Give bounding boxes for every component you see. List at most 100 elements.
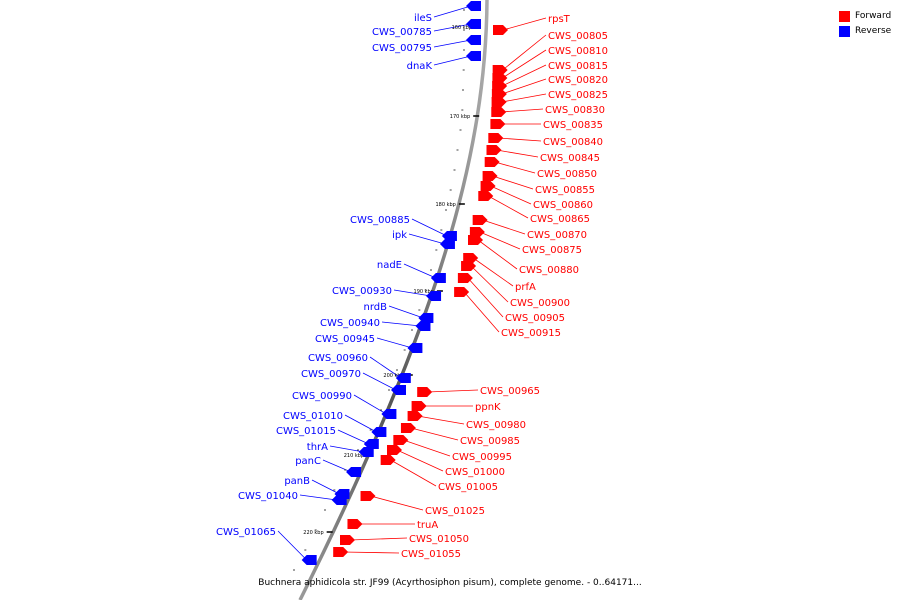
reverse-gene-arrow[interactable] bbox=[371, 427, 387, 437]
forward-gene-arrow[interactable] bbox=[454, 287, 470, 297]
forward-gene-arrow[interactable] bbox=[333, 547, 349, 557]
forward-gene-arrow[interactable] bbox=[492, 73, 508, 83]
reverse-gene-arrow[interactable] bbox=[441, 231, 457, 241]
forward-gene-arrow[interactable] bbox=[491, 89, 507, 99]
forward-gene-label[interactable]: rpsT bbox=[548, 14, 571, 25]
forward-gene-arrow[interactable] bbox=[482, 171, 498, 181]
forward-gene-arrow[interactable] bbox=[486, 145, 502, 155]
forward-gene-arrow[interactable] bbox=[463, 253, 479, 263]
forward-gene-label[interactable]: CWS_01000 bbox=[445, 467, 505, 478]
forward-gene-arrow[interactable] bbox=[469, 227, 485, 237]
reverse-gene-arrow[interactable] bbox=[358, 447, 374, 457]
reverse-gene-arrow[interactable] bbox=[381, 409, 397, 419]
forward-gene-label[interactable]: CWS_01005 bbox=[438, 482, 498, 493]
forward-gene-label[interactable]: CWS_01050 bbox=[409, 534, 469, 545]
reverse-gene-arrow[interactable] bbox=[331, 495, 347, 505]
reverse-gene-arrow[interactable] bbox=[407, 343, 423, 353]
forward-gene-arrow[interactable] bbox=[347, 519, 363, 529]
forward-gene-label[interactable]: CWS_00850 bbox=[537, 169, 597, 180]
reverse-gene-arrow[interactable] bbox=[415, 321, 431, 331]
reverse-gene-arrow[interactable] bbox=[346, 467, 362, 477]
forward-gene-label[interactable]: CWS_00855 bbox=[535, 185, 595, 196]
forward-gene-label[interactable]: CWS_00810 bbox=[548, 46, 608, 57]
reverse-gene-arrow[interactable] bbox=[363, 439, 379, 449]
forward-gene-label[interactable]: CWS_00980 bbox=[466, 420, 526, 431]
forward-gene-arrow[interactable] bbox=[417, 387, 433, 397]
reverse-gene-label[interactable]: CWS_01065 bbox=[216, 527, 276, 538]
forward-gene-label[interactable]: CWS_00860 bbox=[533, 200, 593, 211]
forward-gene-label[interactable]: CWS_00865 bbox=[530, 214, 590, 225]
forward-gene-arrow[interactable] bbox=[468, 235, 483, 245]
forward-gene-arrow[interactable] bbox=[393, 435, 409, 445]
reverse-gene-arrow[interactable] bbox=[430, 273, 446, 283]
forward-gene-label[interactable]: CWS_00995 bbox=[452, 452, 512, 463]
reverse-gene-label[interactable]: ileS bbox=[414, 13, 432, 24]
forward-gene-label[interactable]: truA bbox=[417, 520, 438, 531]
reverse-gene-label[interactable]: nadE bbox=[377, 260, 402, 271]
reverse-gene-arrow[interactable] bbox=[439, 239, 455, 249]
reverse-gene-arrow[interactable] bbox=[418, 313, 434, 323]
reverse-gene-label[interactable]: CWS_00970 bbox=[301, 369, 361, 380]
forward-gene-arrow[interactable] bbox=[492, 65, 508, 75]
forward-gene-arrow[interactable] bbox=[484, 157, 500, 167]
reverse-gene-label[interactable]: panC bbox=[295, 456, 321, 467]
reverse-gene-arrow[interactable] bbox=[395, 373, 411, 383]
forward-gene-arrow[interactable] bbox=[493, 25, 508, 35]
forward-gene-arrow[interactable] bbox=[491, 97, 507, 107]
reverse-gene-label[interactable]: CWS_01040 bbox=[238, 491, 298, 502]
reverse-gene-arrow[interactable] bbox=[466, 35, 481, 45]
forward-gene-label[interactable]: CWS_00825 bbox=[548, 90, 608, 101]
forward-gene-label[interactable]: CWS_00815 bbox=[548, 61, 608, 72]
forward-gene-arrow[interactable] bbox=[492, 81, 508, 91]
forward-gene-arrow[interactable] bbox=[472, 215, 488, 225]
reverse-gene-label[interactable]: dnaK bbox=[407, 61, 433, 72]
forward-gene-label[interactable]: CWS_00845 bbox=[540, 153, 600, 164]
forward-gene-arrow[interactable] bbox=[411, 401, 427, 411]
forward-gene-arrow[interactable] bbox=[480, 181, 496, 191]
reverse-gene-label[interactable]: ipk bbox=[392, 230, 407, 241]
forward-gene-label[interactable]: CWS_00870 bbox=[527, 230, 587, 241]
forward-gene-label[interactable]: CWS_00915 bbox=[501, 328, 561, 339]
reverse-gene-label[interactable]: CWS_00885 bbox=[350, 215, 410, 226]
reverse-gene-label[interactable]: nrdB bbox=[364, 302, 388, 313]
forward-gene-arrow[interactable] bbox=[490, 119, 506, 129]
forward-gene-arrow[interactable] bbox=[461, 261, 477, 271]
forward-gene-label[interactable]: CWS_01055 bbox=[401, 549, 461, 560]
forward-gene-label[interactable]: CWS_00965 bbox=[480, 386, 540, 397]
forward-gene-label[interactable]: prfA bbox=[515, 282, 536, 293]
reverse-gene-arrow[interactable] bbox=[466, 51, 481, 61]
forward-gene-label[interactable]: CWS_00840 bbox=[543, 137, 603, 148]
forward-gene-arrow[interactable] bbox=[488, 133, 504, 143]
reverse-gene-label[interactable]: panB bbox=[284, 476, 310, 487]
forward-gene-arrow[interactable] bbox=[491, 107, 507, 117]
forward-gene-arrow[interactable] bbox=[360, 491, 376, 501]
reverse-gene-arrow[interactable] bbox=[466, 19, 481, 29]
reverse-gene-arrow[interactable] bbox=[391, 385, 406, 395]
reverse-gene-label[interactable]: CWS_00930 bbox=[332, 286, 392, 297]
forward-gene-label[interactable]: CWS_00830 bbox=[545, 105, 605, 116]
reverse-gene-label[interactable]: CWS_01015 bbox=[276, 426, 336, 437]
forward-gene-label[interactable]: CWS_00880 bbox=[519, 265, 579, 276]
forward-gene-label[interactable]: CWS_00985 bbox=[460, 436, 520, 447]
forward-gene-label[interactable]: CWS_00805 bbox=[548, 31, 608, 42]
forward-gene-arrow[interactable] bbox=[387, 445, 402, 455]
forward-gene-label[interactable]: CWS_00900 bbox=[510, 298, 570, 309]
forward-gene-arrow[interactable] bbox=[380, 455, 396, 465]
reverse-gene-label[interactable]: CWS_00940 bbox=[320, 318, 380, 329]
forward-gene-arrow[interactable] bbox=[478, 191, 494, 201]
reverse-gene-arrow[interactable] bbox=[301, 555, 317, 565]
forward-gene-label[interactable]: CWS_00875 bbox=[522, 245, 582, 256]
reverse-gene-label[interactable]: thrA bbox=[307, 442, 328, 453]
reverse-gene-label[interactable]: CWS_01010 bbox=[283, 411, 343, 422]
forward-gene-label[interactable]: CWS_00835 bbox=[543, 120, 603, 131]
forward-gene-label[interactable]: CWS_01025 bbox=[425, 506, 485, 517]
forward-gene-arrow[interactable] bbox=[340, 535, 355, 545]
reverse-gene-label[interactable]: CWS_00795 bbox=[372, 43, 432, 54]
forward-gene-label[interactable]: CWS_00905 bbox=[505, 313, 565, 324]
reverse-gene-label[interactable]: CWS_00785 bbox=[372, 27, 432, 38]
forward-gene-arrow[interactable] bbox=[400, 423, 416, 433]
reverse-gene-label[interactable]: CWS_00960 bbox=[308, 353, 368, 364]
reverse-gene-label[interactable]: CWS_00990 bbox=[292, 391, 352, 402]
reverse-gene-arrow[interactable] bbox=[426, 291, 442, 301]
forward-gene-label[interactable]: ppnK bbox=[475, 402, 501, 413]
